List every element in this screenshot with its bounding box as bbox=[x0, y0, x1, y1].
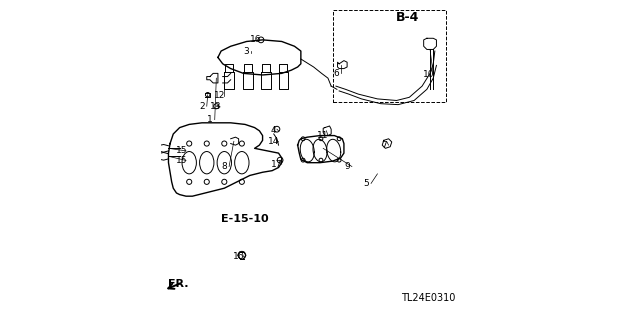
Text: 15: 15 bbox=[175, 156, 187, 165]
Text: 13: 13 bbox=[210, 102, 221, 111]
Text: B-4: B-4 bbox=[396, 11, 419, 24]
Text: 5: 5 bbox=[364, 179, 369, 188]
Text: 10: 10 bbox=[422, 70, 434, 79]
Text: 2: 2 bbox=[199, 102, 205, 111]
Text: TL24E0310: TL24E0310 bbox=[401, 293, 456, 303]
Text: 4: 4 bbox=[271, 126, 276, 135]
Text: 16: 16 bbox=[233, 252, 244, 261]
Text: 7: 7 bbox=[381, 141, 387, 150]
Text: 3: 3 bbox=[244, 47, 250, 56]
Text: 17: 17 bbox=[271, 160, 283, 169]
Text: FR.: FR. bbox=[168, 279, 188, 289]
Text: 12: 12 bbox=[214, 91, 225, 100]
Text: 6: 6 bbox=[333, 69, 339, 78]
Text: 14: 14 bbox=[268, 137, 280, 146]
Text: E-15-10: E-15-10 bbox=[221, 213, 269, 224]
Text: 9: 9 bbox=[344, 162, 350, 171]
Text: 15: 15 bbox=[175, 146, 187, 155]
Text: 8: 8 bbox=[221, 162, 227, 171]
Text: 11: 11 bbox=[317, 131, 329, 140]
Text: 16: 16 bbox=[250, 35, 262, 44]
Text: 1: 1 bbox=[207, 115, 213, 124]
